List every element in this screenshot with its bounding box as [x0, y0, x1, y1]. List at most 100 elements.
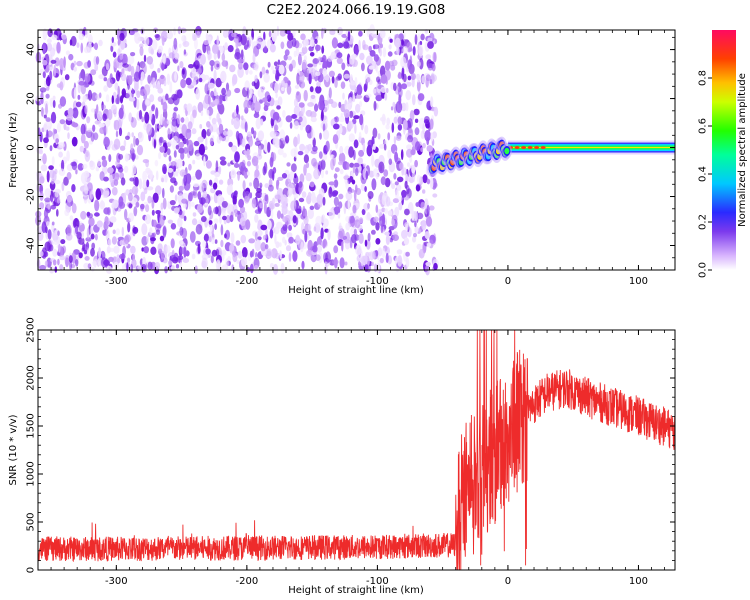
noise-speckle	[407, 59, 413, 70]
noise-speckle	[322, 123, 326, 133]
noise-speckle	[151, 199, 155, 209]
noise-speckle	[63, 56, 66, 68]
noise-speckle	[273, 61, 278, 67]
noise-speckle	[307, 63, 314, 68]
noise-speckle	[325, 74, 330, 83]
noise-speckle	[257, 236, 262, 241]
noise-speckle	[237, 58, 244, 64]
noise-speckle	[328, 98, 334, 104]
noise-speckle	[115, 228, 121, 236]
noise-speckle	[388, 44, 392, 50]
noise-speckle	[308, 73, 312, 85]
noise-speckle	[300, 241, 304, 253]
noise-speckle	[73, 86, 77, 99]
noise-speckle	[162, 187, 165, 199]
noise-speckle	[193, 37, 198, 50]
noise-speckle	[160, 113, 163, 126]
noise-speckle	[398, 71, 402, 79]
noise-speckle	[274, 202, 280, 207]
noise-speckle	[396, 249, 403, 255]
noise-speckle	[293, 50, 297, 58]
noise-speckle	[409, 110, 415, 121]
noise-speckle	[376, 76, 381, 83]
noise-speckle	[163, 80, 167, 87]
noise-speckle	[303, 164, 307, 176]
colorbar-gradient	[712, 30, 736, 270]
noise-speckle	[251, 155, 259, 167]
noise-speckle	[45, 221, 50, 227]
noise-speckle	[365, 170, 369, 180]
noise-speckle	[160, 30, 168, 42]
noise-speckle	[333, 245, 339, 254]
noise-speckle	[340, 81, 346, 89]
noise-speckle	[113, 138, 121, 150]
noise-speckle	[289, 170, 295, 181]
noise-speckle	[56, 60, 63, 66]
noise-speckle	[398, 202, 403, 211]
noise-speckle	[413, 108, 420, 116]
noise-speckle	[58, 243, 61, 253]
noise-speckle	[158, 29, 162, 35]
noise-speckle	[221, 249, 227, 256]
noise-speckle	[333, 257, 338, 269]
noise-speckle	[119, 54, 124, 60]
noise-speckle	[355, 94, 363, 99]
noise-speckle	[125, 92, 132, 99]
noise-speckle	[157, 243, 163, 252]
noise-speckle	[176, 89, 183, 99]
noise-speckle	[396, 47, 400, 55]
noise-speckle	[251, 81, 256, 87]
noise-speckle	[134, 32, 141, 44]
noise-speckle	[219, 156, 226, 161]
noise-speckle	[78, 252, 83, 259]
noise-speckle	[136, 90, 141, 98]
noise-speckle	[287, 55, 292, 61]
noise-speckle	[293, 146, 298, 158]
noise-speckle	[371, 154, 375, 167]
noise-speckle	[338, 193, 344, 200]
noise-speckle	[61, 181, 65, 192]
noise-speckle	[256, 43, 261, 50]
noise-speckle	[286, 84, 292, 95]
noise-speckle	[183, 147, 189, 154]
noise-speckle	[50, 59, 57, 64]
noise-speckle	[262, 97, 268, 103]
noise-speckle	[224, 42, 229, 51]
noise-speckle	[83, 46, 90, 54]
noise-speckle	[263, 202, 267, 214]
noise-speckle	[175, 263, 180, 269]
noise-speckle	[174, 194, 178, 202]
noise-speckle	[358, 30, 363, 37]
noise-speckle	[146, 186, 154, 191]
colorbar-ticks: 0.0 0.2 0.4 0.6 0.8	[698, 70, 712, 278]
noise-speckle	[182, 40, 190, 48]
noise-speckle	[196, 31, 201, 38]
noise-speckle	[136, 144, 144, 156]
noise-speckle	[355, 184, 358, 193]
noise-speckle	[145, 159, 150, 168]
noise-speckle	[375, 222, 380, 231]
noise-speckle	[52, 200, 56, 207]
noise-speckle	[328, 186, 333, 198]
noise-speckle	[316, 81, 321, 87]
noise-speckle	[355, 103, 361, 113]
noise-speckle	[213, 69, 217, 82]
noise-speckle	[105, 125, 108, 135]
noise-speckle	[208, 220, 213, 225]
noise-speckle	[46, 129, 49, 141]
noise-speckle	[105, 94, 110, 103]
noise-speckle	[392, 234, 399, 241]
noise-speckle	[105, 229, 110, 241]
noise-speckle	[205, 32, 209, 41]
noise-speckle	[172, 135, 179, 143]
noise-speckle	[377, 133, 381, 140]
noise-speckle	[45, 103, 48, 116]
noise-speckle	[322, 239, 326, 249]
noise-speckle	[279, 29, 287, 37]
y-tick-label: 20	[26, 92, 37, 105]
noise-speckle	[288, 236, 294, 244]
noise-speckle	[136, 112, 139, 120]
noise-speckle	[106, 77, 113, 88]
noise-speckle	[68, 255, 73, 263]
noise-speckle	[59, 96, 67, 107]
